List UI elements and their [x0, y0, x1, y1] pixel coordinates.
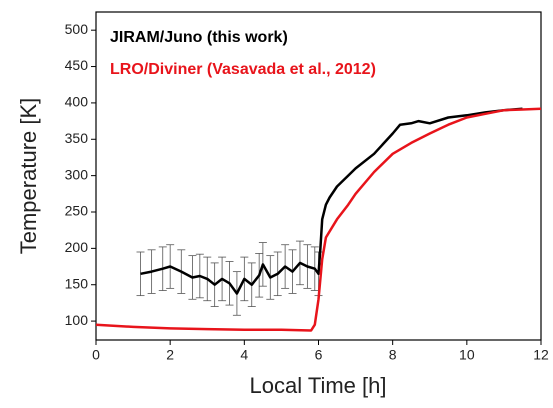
- y-tick-label: 500: [65, 21, 89, 37]
- x-tick-label: 10: [459, 347, 475, 363]
- x-tick-label: 2: [166, 347, 174, 363]
- series-line: [140, 107, 523, 295]
- x-axis-label: Local Time [h]: [250, 373, 387, 398]
- series-line: [95, 107, 542, 332]
- y-tick-label: 350: [65, 130, 89, 146]
- y-tick-label: 100: [65, 312, 89, 328]
- x-tick-label: 12: [533, 347, 549, 363]
- y-tick-label: 450: [65, 57, 89, 73]
- y-tick-label: 400: [65, 94, 89, 110]
- y-tick-label: 150: [65, 275, 89, 291]
- y-axis-label: Temperature [K]: [16, 98, 41, 255]
- legend-entry: JIRAM/Juno (this work): [110, 29, 288, 46]
- y-tick-label: 250: [65, 203, 89, 219]
- legend-entry: LRO/Diviner (Vasavada et al., 2012): [110, 61, 376, 78]
- y-tick-label: 200: [65, 239, 89, 255]
- x-tick-label: 4: [240, 347, 248, 363]
- x-tick-label: 6: [315, 347, 323, 363]
- x-tick-label: 8: [389, 347, 397, 363]
- x-tick-label: 0: [92, 347, 100, 363]
- error-bar: [136, 251, 145, 297]
- y-tick-label: 300: [65, 166, 89, 182]
